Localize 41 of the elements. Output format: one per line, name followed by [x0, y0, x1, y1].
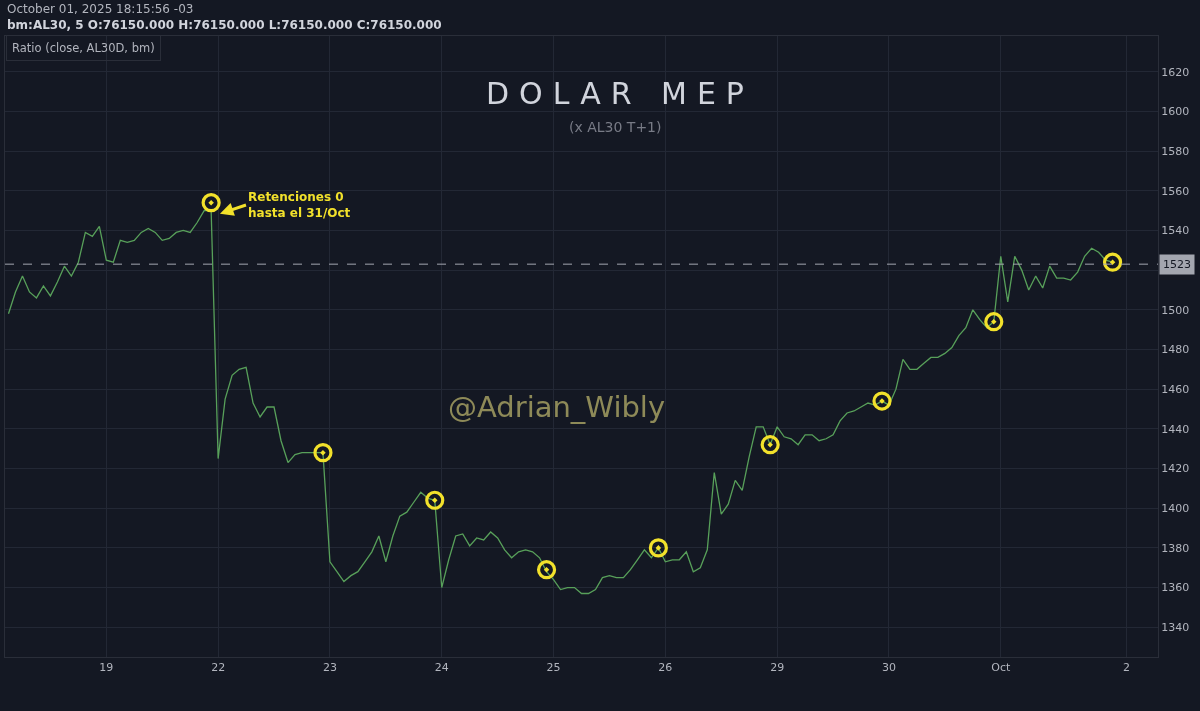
point: [872, 391, 892, 411]
x-tick-label: 22: [211, 661, 226, 675]
point: [1102, 252, 1123, 272]
y-tick-label: 1360: [1161, 581, 1190, 595]
ref-line-label: 1523: [1163, 258, 1191, 271]
annotation: @Adrian_Wibly: [448, 390, 666, 424]
x-tick-label: 25: [546, 661, 561, 675]
y-tick-label: 1400: [1161, 502, 1190, 516]
x-tick-label: 24: [434, 661, 449, 675]
annotation: Retenciones 0 hasta el 31/Oct: [248, 190, 351, 220]
y-tick-label: 1600: [1161, 105, 1190, 119]
y-tick-label: 1500: [1161, 303, 1190, 317]
y-tick-label: 1480: [1161, 343, 1190, 357]
y-tick-label: 1380: [1161, 541, 1190, 555]
y-tick-label: 1460: [1161, 383, 1190, 397]
y-tick-label: 1580: [1161, 144, 1190, 158]
x-tick-label: 2: [1123, 661, 1131, 675]
point: [760, 435, 780, 455]
x-tick-label: 23: [322, 661, 337, 675]
y-tick-label: 1340: [1161, 621, 1190, 635]
x-tick-label: 29: [770, 661, 785, 675]
y-tick-label: 1560: [1161, 184, 1190, 198]
point: [648, 538, 668, 558]
point: [984, 312, 1004, 332]
y-tick-label: 1420: [1161, 462, 1190, 476]
point: [201, 193, 221, 213]
x-tick-label: Oct: [991, 661, 1011, 675]
text: October 01, 2025 18:15:56 -03: [7, 2, 194, 16]
y-tick-label: 1620: [1161, 65, 1190, 79]
point: [313, 443, 333, 463]
x-tick-label: 26: [658, 661, 673, 675]
y-tick-label: 1440: [1161, 422, 1190, 436]
text: DOLAR MEP: [486, 75, 754, 111]
x-tick-label: 19: [99, 661, 114, 675]
point: [425, 490, 445, 510]
point: [536, 560, 557, 580]
y-tick-label: 1540: [1161, 224, 1190, 238]
annotation: Ratio (close, AL30D, bm): [12, 41, 155, 55]
text: (x AL30 T+1): [569, 119, 662, 135]
x-tick-label: 30: [881, 661, 896, 675]
text: bm:AL30, 5 O:76150.000 H:76150.000 L:76150.000 C:76150.000: [7, 18, 442, 32]
